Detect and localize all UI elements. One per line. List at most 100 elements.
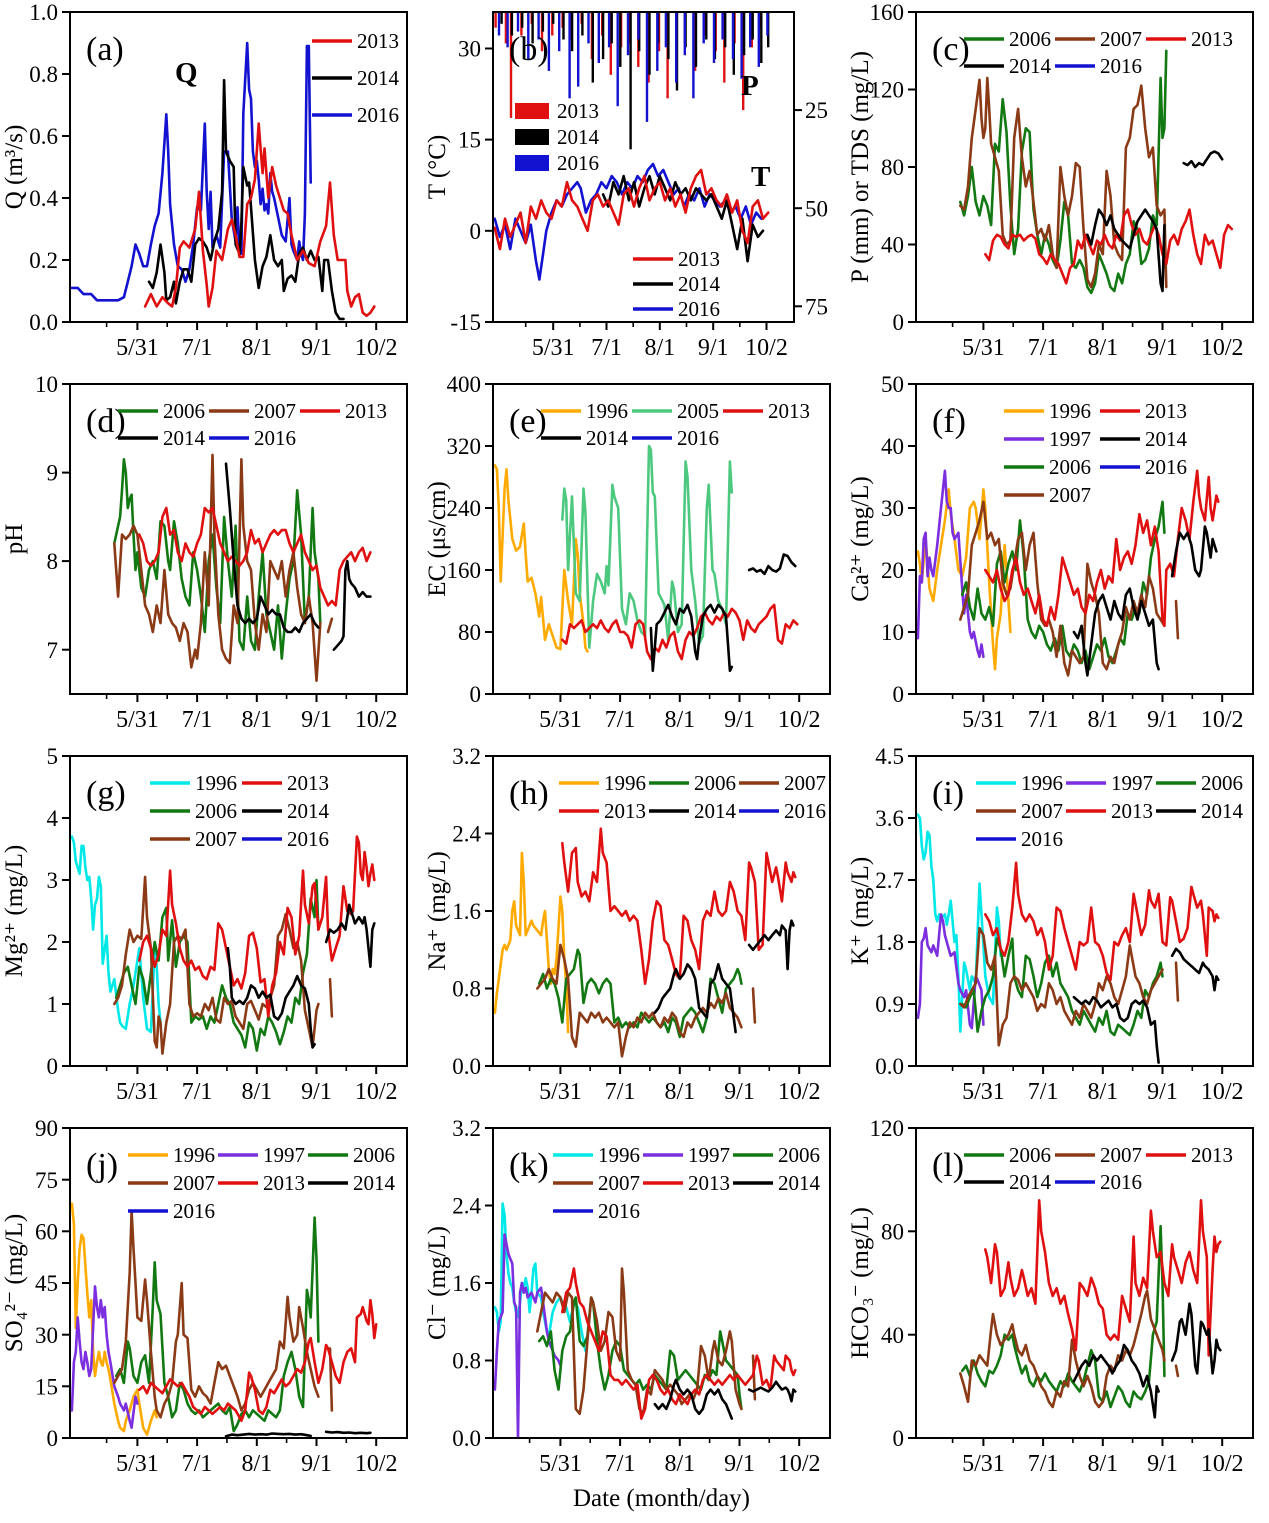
- x-axis-label: Date (month/day): [573, 1485, 750, 1512]
- series-2014: [653, 919, 795, 1034]
- legend-label-2014: 2014: [163, 426, 206, 450]
- legend: 1996 1997 2006 2007 2013 2014 2016: [1004, 399, 1188, 507]
- panel-f: 5/31 7/1 8/1 9/1 10/2 0 10 20 30 40 50 Ca²⁺ (mg/L) (…: [846, 372, 1269, 744]
- legend-label-2016: 2016: [173, 1199, 215, 1223]
- legend-label-2006: 2006: [195, 799, 237, 823]
- legend-label-2016: 2016: [1100, 1170, 1142, 1194]
- x-axis: 5/31 7/1 8/1 9/1 10/2: [951, 1438, 1244, 1477]
- series-1996: [493, 464, 589, 653]
- series-2006: [537, 948, 743, 1039]
- legend: 2006 2007 2013 2014 2016: [118, 399, 387, 450]
- series-lines: [70, 835, 376, 1055]
- y-axis-label: Cl⁻ (mg/L): [424, 1226, 451, 1340]
- svg-text:-15: -15: [450, 310, 481, 335]
- legend-label-2016: 2016: [1145, 455, 1187, 479]
- svg-text:0.8: 0.8: [29, 62, 58, 87]
- x-axis: 5/31 7/1 8/1 9/1 10/2: [105, 1438, 398, 1477]
- panel-letter: (f): [932, 403, 966, 440]
- panel-h: 5/31 7/1 8/1 9/1 10/2 0.0 0.8 1.6 2.4 3.2 Na⁺ (mg/…: [423, 744, 846, 1116]
- panel-f-chart: 5/31 7/1 8/1 9/1 10/2 0 10 20 30 40 50 Ca²⁺ (mg/L) (…: [847, 372, 1254, 733]
- legend-label-1996: 1996: [1021, 771, 1063, 795]
- svg-text:80: 80: [881, 1219, 904, 1244]
- legend-label-2007: 2007: [784, 771, 826, 795]
- y-axis: 0 1 2 3 4 5: [47, 744, 70, 1079]
- svg-text:7/1: 7/1: [182, 1079, 213, 1105]
- series-2013: [561, 827, 797, 985]
- legend-label-2014: 2014: [1009, 54, 1052, 78]
- svg-text:9/1: 9/1: [301, 707, 332, 733]
- y-axis-label: Mg²⁺ (mg/L): [1, 845, 28, 977]
- series-2013: [984, 1199, 1222, 1357]
- legend-label-2016: 2016: [677, 426, 719, 450]
- panel-e-chart: 5/31 7/1 8/1 9/1 10/2 0 80 160 240 320 400 EC (μs/c…: [424, 372, 831, 733]
- series-2005: [561, 444, 734, 649]
- legend-label-2007: 2007: [254, 399, 296, 423]
- svg-text:1.6: 1.6: [452, 1271, 481, 1296]
- legend-label-2013: 2013: [263, 1171, 305, 1195]
- plot-frame: [915, 1127, 1254, 1439]
- y-axis-label: Ca²⁺ (mg/L): [847, 476, 874, 602]
- series-lines: [493, 1202, 797, 1438]
- svg-text:1.8: 1.8: [875, 930, 904, 955]
- legend-label-2013: 2013: [557, 99, 599, 123]
- svg-text:3.6: 3.6: [875, 806, 904, 831]
- svg-text:9/1: 9/1: [1147, 707, 1178, 733]
- svg-text:4: 4: [47, 806, 59, 831]
- right-axis: 25 50 75: [794, 98, 828, 319]
- y-axis-label: SO₄²⁻ (mg/L): [1, 1214, 28, 1352]
- panel-j: 5/31 7/1 8/1 9/1 10/2 0 15 30 45 60 75 90 SO₄²⁻ (mg/…: [0, 1116, 423, 1523]
- series-2007: [959, 500, 1180, 677]
- y-axis-label: Na⁺ (mg/L): [424, 851, 451, 970]
- annotation-P: P: [741, 70, 759, 102]
- svg-text:90: 90: [35, 1116, 58, 1141]
- svg-text:10/2: 10/2: [1201, 1079, 1244, 1105]
- svg-text:10: 10: [881, 620, 904, 645]
- legend-label-2016: 2016: [357, 103, 399, 127]
- legend-swatch-2013: [515, 103, 549, 119]
- svg-text:9: 9: [47, 461, 59, 486]
- svg-text:1.6: 1.6: [452, 899, 481, 924]
- y-axis-label: K⁺ (mg/L): [847, 857, 874, 965]
- panel-i-chart: 5/31 7/1 8/1 9/1 10/2 0.0 0.9 1.8 2.7 3.6 4.5 K⁺ (m…: [847, 744, 1254, 1105]
- x-axis: 5/31 7/1 8/1 9/1 10/2: [528, 1066, 821, 1105]
- plot-frame: [69, 383, 408, 695]
- legend: 1996 1997 2006 2007 2013 2014 2016: [553, 1143, 821, 1223]
- svg-text:75: 75: [35, 1168, 58, 1193]
- legend-label-1996: 1996: [604, 771, 646, 795]
- legend-label-2007: 2007: [173, 1171, 215, 1195]
- series-lines: [493, 827, 797, 1058]
- legend-label-1996: 1996: [1049, 399, 1091, 423]
- panel-a-chart: 5/31 7/1 8/1 9/1 10/2 0.0 0.2 0.4 0.6 0.8 1.0 Q (m³…: [1, 0, 408, 361]
- series-2007: [959, 1289, 1180, 1409]
- svg-text:9/1: 9/1: [301, 335, 332, 361]
- series-lines: [113, 453, 372, 682]
- svg-text:7/1: 7/1: [182, 707, 213, 733]
- legend-label-2014: 2014: [1145, 427, 1188, 451]
- x-axis: 5/31 7/1 8/1 9/1 10/2: [951, 694, 1244, 733]
- series-lines: [70, 41, 376, 321]
- series-2014: [224, 1430, 372, 1438]
- svg-text:3: 3: [47, 868, 59, 893]
- svg-text:160: 160: [870, 0, 905, 25]
- svg-text:7: 7: [47, 638, 59, 663]
- svg-text:8/1: 8/1: [644, 335, 675, 361]
- svg-text:60: 60: [35, 1219, 58, 1244]
- svg-text:8/1: 8/1: [241, 335, 272, 361]
- panel-c-chart: 5/31 7/1 8/1 9/1 10/2 0 40 80 120 160 P (mm) or TD…: [847, 0, 1254, 361]
- series-2014: [653, 1378, 797, 1420]
- svg-text:0.6: 0.6: [29, 124, 58, 149]
- legend-swatch-2014: [515, 129, 549, 145]
- svg-text:80: 80: [458, 620, 481, 645]
- panel-letter: (i): [932, 775, 964, 812]
- panel-k-chart: 5/31 7/1 8/1 9/1 10/2 0.0 0.8 1.6 2.4 3.2 Cl⁻ (mg/…: [424, 1116, 831, 1512]
- y-axis: 0 10 20 30 40 50: [881, 372, 916, 707]
- legend-label-2007: 2007: [1100, 27, 1142, 51]
- svg-text:10/2: 10/2: [778, 1451, 821, 1477]
- svg-text:15: 15: [35, 1374, 58, 1399]
- legend-label-2006: 2006: [1049, 455, 1091, 479]
- y-axis: 0.0 0.8 1.6 2.4 3.2: [452, 744, 493, 1079]
- x-axis: 5/31 7/1 8/1 9/1 10/2: [528, 1438, 821, 1477]
- series-2006: [960, 937, 1164, 1037]
- legend-label-2016: 2016: [598, 1199, 640, 1223]
